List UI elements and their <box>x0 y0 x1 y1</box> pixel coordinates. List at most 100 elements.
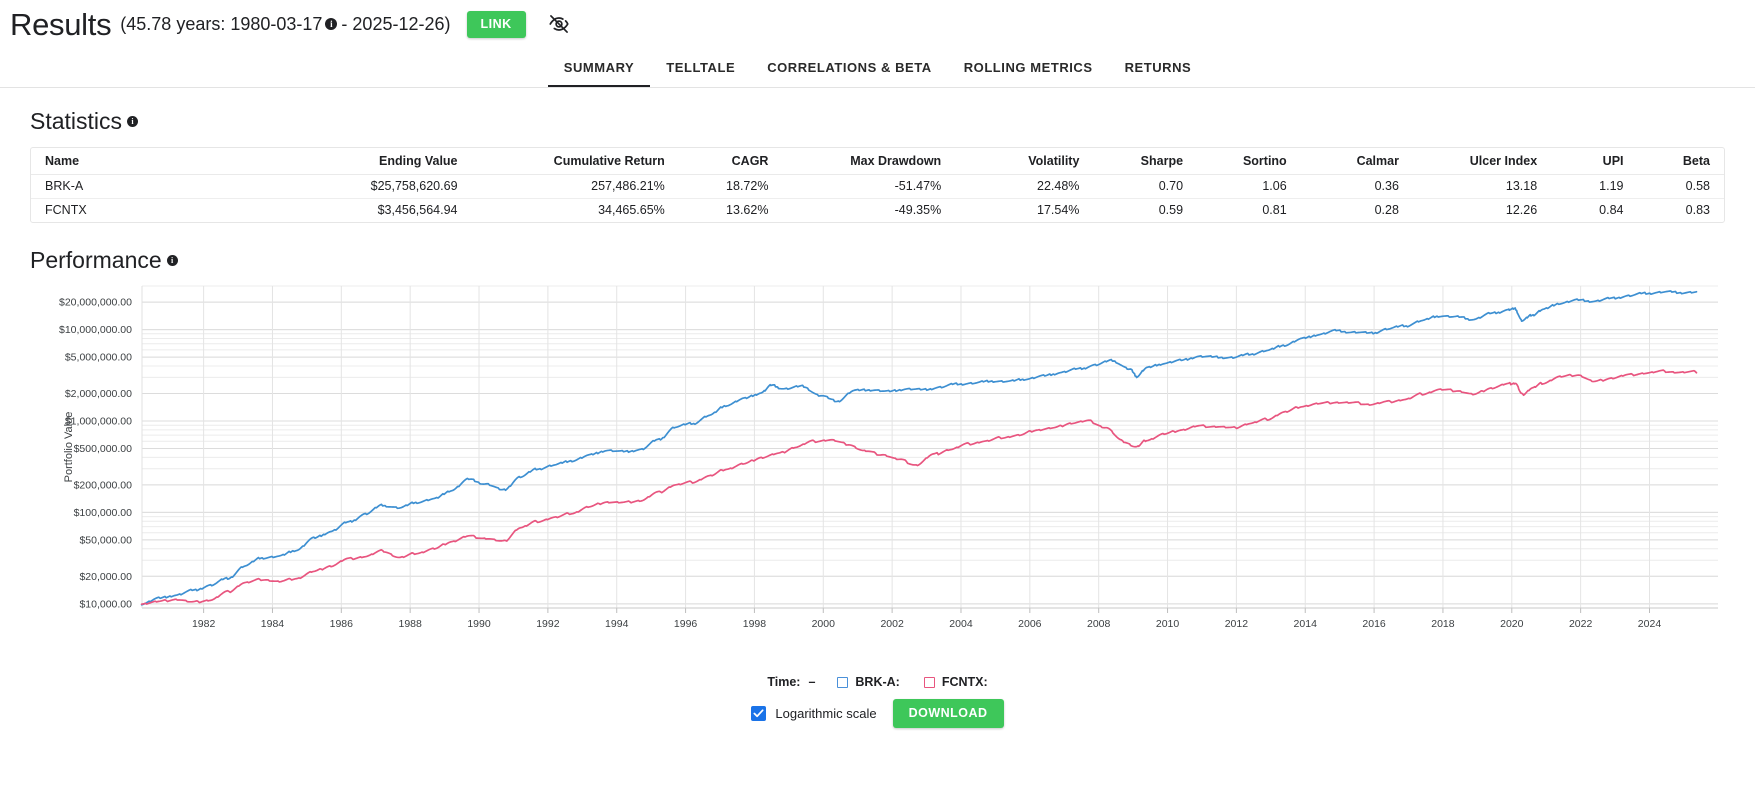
download-button[interactable]: DOWNLOAD <box>892 699 1004 728</box>
cell-beta: 0.83 <box>1685 203 1710 218</box>
table-row[interactable]: BRK-A $25,758,620.69 257,486.21% 18.72% … <box>31 174 1724 198</box>
statistics-section: Statistics i Name Ending Value Cumulativ… <box>0 110 1755 223</box>
svg-text:2008: 2008 <box>1087 618 1111 630</box>
info-icon[interactable]: i <box>127 116 139 127</box>
performance-chart[interactable]: $20,000,000.00 $10,000,000.00 $5,000,000.0… <box>30 278 1725 673</box>
cell-cagr: 18.72% <box>726 179 769 193</box>
performance-section: Performance i $20,000,000.00 $10,000,000.… <box>0 223 1755 673</box>
date-range: (45.78 years: 1980-03-17 i - 2025-12-26) <box>120 15 450 33</box>
tab-correlations-beta[interactable]: CORRELATIONS & BETA <box>767 60 932 75</box>
cell-cumulative-return: 34,465.65% <box>598 203 665 218</box>
svg-text:2002: 2002 <box>880 618 904 630</box>
svg-text:$50,000.00: $50,000.00 <box>79 535 132 547</box>
tab-bar: SUMMARY TELLTALE CORRELATIONS & BETA ROL… <box>0 48 1755 88</box>
eye-off-icon[interactable] <box>546 11 572 37</box>
cell-volatility: 17.54% <box>1037 203 1080 218</box>
date-range-prefix: (45.78 years: 1980-03-17 <box>120 14 323 34</box>
svg-text:1998: 1998 <box>743 618 767 630</box>
table-row[interactable]: FCNTX $3,456,564.94 34,465.65% 13.62% -4… <box>31 198 1724 222</box>
svg-text:$20,000,000.00: $20,000,000.00 <box>59 297 132 309</box>
svg-text:$2,000,000.00: $2,000,000.00 <box>65 388 132 400</box>
svg-text:1986: 1986 <box>330 618 354 630</box>
tab-summary[interactable]: SUMMARY <box>547 49 651 87</box>
legend-item-fcntx[interactable]: FCNTX: <box>923 675 988 689</box>
col-ulcer-index[interactable]: Ulcer Index <box>1412 148 1552 175</box>
col-cumulative-return[interactable]: Cumulative Return <box>471 148 679 175</box>
chart-footer: Time: – BRK-A: FCNTX: Logarithmic scale … <box>0 675 1755 728</box>
col-cagr[interactable]: CAGR <box>678 148 783 175</box>
cell-max-drawdown: -51.47% <box>894 179 942 193</box>
tab-telltale[interactable]: TELLTALE <box>666 60 736 75</box>
statistics-heading-label: Statistics <box>30 108 123 134</box>
svg-text:1996: 1996 <box>674 618 698 630</box>
col-calmar[interactable]: Calmar <box>1300 148 1413 175</box>
col-beta[interactable]: Beta <box>1637 148 1724 175</box>
performance-heading: Performance i <box>30 249 1725 272</box>
svg-text:$10,000,000.00: $10,000,000.00 <box>59 324 132 336</box>
cell-ulcer-index: 12.26 <box>1505 203 1538 218</box>
cell-calmar: 0.36 <box>1374 179 1399 193</box>
performance-chart-svg[interactable]: $20,000,000.00 $10,000,000.00 $5,000,000.0… <box>30 278 1725 668</box>
svg-text:$200,000.00: $200,000.00 <box>74 480 133 492</box>
cell-cagr: 13.62% <box>726 203 769 218</box>
col-ending-value[interactable]: Ending Value <box>264 148 472 175</box>
cell-name: BRK-A <box>45 179 84 193</box>
col-volatility[interactable]: Volatility <box>955 148 1094 175</box>
svg-text:2006: 2006 <box>1018 618 1042 630</box>
time-value: – <box>808 675 816 689</box>
cell-ending-value: $3,456,564.94 <box>377 203 458 218</box>
legend-label-fcntx: FCNTX: <box>941 675 988 689</box>
logarithmic-scale-checkbox[interactable] <box>751 706 767 721</box>
svg-text:1990: 1990 <box>467 618 491 630</box>
svg-text:1992: 1992 <box>536 618 560 630</box>
cell-volatility: 22.48% <box>1037 179 1080 193</box>
col-name[interactable]: Name <box>31 148 265 175</box>
chart-controls: Logarithmic scale DOWNLOAD <box>751 699 1004 728</box>
svg-text:2022: 2022 <box>1569 618 1593 630</box>
cell-ulcer-index: 13.18 <box>1505 179 1538 193</box>
svg-text:$1,000,000.00: $1,000,000.00 <box>65 416 132 428</box>
cell-sharpe: 0.70 <box>1158 179 1184 193</box>
col-upi[interactable]: UPI <box>1551 148 1638 175</box>
statistics-table: Name Ending Value Cumulative Return CAGR… <box>31 148 1724 222</box>
svg-text:2016: 2016 <box>1362 618 1386 630</box>
cell-upi: 0.84 <box>1599 203 1624 218</box>
legend-swatch-icon <box>923 676 935 688</box>
svg-text:$10,000.00: $10,000.00 <box>79 598 132 610</box>
col-max-drawdown[interactable]: Max Drawdown <box>782 148 956 175</box>
cell-sharpe: 0.59 <box>1158 203 1184 218</box>
logarithmic-scale-label[interactable]: Logarithmic scale <box>775 706 877 721</box>
svg-text:2024: 2024 <box>1638 618 1662 630</box>
svg-text:1984: 1984 <box>261 618 285 630</box>
svg-text:2000: 2000 <box>812 618 836 630</box>
cell-ending-value: $25,758,620.69 <box>370 179 458 193</box>
svg-text:2012: 2012 <box>1225 618 1249 630</box>
svg-text:2010: 2010 <box>1156 618 1180 630</box>
svg-text:2018: 2018 <box>1431 618 1455 630</box>
info-icon[interactable]: i <box>166 255 178 266</box>
legend-swatch-icon <box>837 676 849 688</box>
svg-text:2020: 2020 <box>1500 618 1524 630</box>
cell-cumulative-return: 257,486.21% <box>591 179 665 193</box>
tab-returns[interactable]: RETURNS <box>1124 60 1192 75</box>
legend-item-brk-a[interactable]: BRK-A: <box>837 675 900 689</box>
performance-heading-label: Performance <box>30 247 162 273</box>
svg-text:2014: 2014 <box>1294 618 1318 630</box>
col-sortino[interactable]: Sortino <box>1197 148 1301 175</box>
svg-text:$5,000,000.00: $5,000,000.00 <box>65 352 132 364</box>
link-button[interactable]: LINK <box>466 10 526 38</box>
svg-text:2004: 2004 <box>949 618 973 630</box>
info-icon[interactable]: i <box>325 18 338 30</box>
time-label: Time: <box>767 675 801 689</box>
svg-text:$100,000.00: $100,000.00 <box>74 507 133 519</box>
cell-upi: 1.19 <box>1599 179 1624 193</box>
statistics-table-card: Name Ending Value Cumulative Return CAGR… <box>30 147 1725 223</box>
statistics-heading: Statistics i <box>30 110 1725 133</box>
cell-max-drawdown: -49.35% <box>894 203 942 218</box>
col-sharpe[interactable]: Sharpe <box>1093 148 1198 175</box>
tab-rolling-metrics[interactable]: ROLLING METRICS <box>963 60 1093 75</box>
cell-calmar: 0.28 <box>1374 203 1399 218</box>
cell-beta: 0.58 <box>1685 179 1710 193</box>
svg-text:1982: 1982 <box>192 618 216 630</box>
